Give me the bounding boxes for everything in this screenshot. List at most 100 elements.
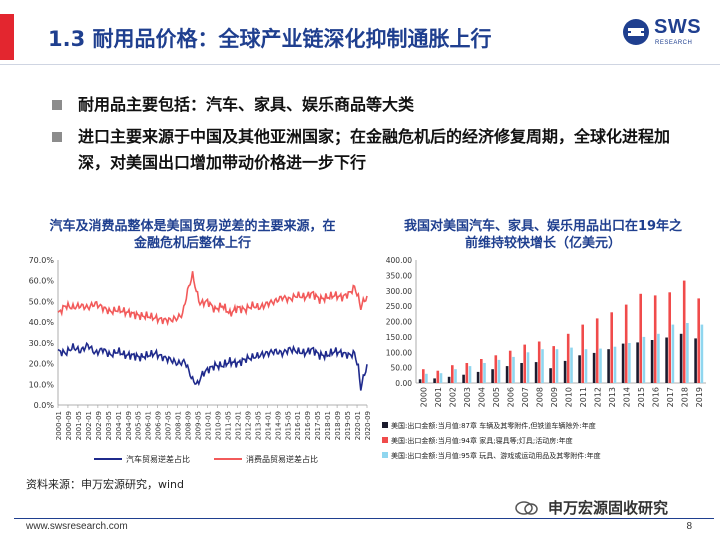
y-tick-label: 50.00 bbox=[391, 364, 413, 373]
bullet-item: 耐用品主要包括：汽车、家具、娱乐商品等大类 bbox=[52, 92, 692, 118]
bar bbox=[480, 359, 483, 383]
bar bbox=[578, 355, 581, 383]
bar bbox=[537, 341, 541, 383]
page-title: 1.3 耐用品价格：全球产业链深化抑制通胀上行 bbox=[48, 27, 492, 51]
x-tick-label: 2018-01 bbox=[324, 411, 332, 440]
bullet-text: 进口主要来源于中国及其他亚洲国家；在金融危机后的经济修复周期，全球化进程加深，对… bbox=[78, 127, 671, 172]
x-tick-label: 2014-09 bbox=[274, 411, 282, 440]
x-tick-label: 2017-05 bbox=[314, 411, 322, 440]
bar bbox=[497, 359, 501, 383]
source-note: 资料来源：申万宏源研究，wind bbox=[26, 478, 185, 491]
x-tick-label: 2005 bbox=[492, 387, 501, 407]
x-tick-label: 2010 bbox=[564, 387, 573, 407]
bar bbox=[595, 318, 599, 383]
y-tick-label: 150.00 bbox=[386, 333, 412, 342]
x-tick-label: 2002-09 bbox=[95, 411, 103, 440]
x-tick-label: 2008-01 bbox=[175, 411, 183, 440]
x-tick-label: 2019-05 bbox=[344, 411, 352, 440]
x-tick-label: 2000 bbox=[419, 387, 428, 407]
bar bbox=[697, 298, 700, 383]
bar bbox=[592, 352, 596, 383]
x-tick-label: 2007 bbox=[521, 387, 530, 407]
x-tick-label: 2011-05 bbox=[224, 411, 232, 440]
bar bbox=[447, 376, 451, 383]
bar bbox=[682, 280, 686, 383]
bar bbox=[483, 363, 486, 383]
x-tick-label: 2017 bbox=[666, 387, 675, 407]
y-tick-label: 50.0% bbox=[29, 297, 55, 306]
bar bbox=[555, 349, 559, 383]
bar bbox=[422, 369, 425, 383]
bar bbox=[599, 348, 602, 383]
y-tick-label: 250.00 bbox=[386, 302, 412, 311]
y-tick-label: 350.00 bbox=[386, 271, 412, 280]
x-tick-label: 2020-09 bbox=[364, 411, 372, 440]
x-tick-label: 2007-05 bbox=[165, 411, 173, 440]
x-tick-label: 2013 bbox=[608, 387, 617, 407]
bar bbox=[462, 374, 465, 383]
x-tick-label: 2005-05 bbox=[135, 411, 143, 440]
x-tick-label: 2008-09 bbox=[185, 411, 193, 440]
x-tick-label: 2006-09 bbox=[155, 411, 163, 440]
bar bbox=[526, 352, 530, 384]
bar bbox=[454, 369, 457, 383]
y-tick-label: 30.0% bbox=[29, 339, 55, 348]
legend-label: 美国:出口金额:当月值:95章 玩具、游戏或运动用品及其零附件:年度 bbox=[391, 451, 601, 460]
y-tick-label: 10.0% bbox=[29, 380, 55, 389]
bar bbox=[650, 340, 654, 383]
legend-swatch bbox=[382, 452, 388, 458]
x-tick-label: 2016-01 bbox=[294, 411, 302, 440]
bar bbox=[425, 373, 428, 383]
bar bbox=[657, 333, 660, 383]
x-tick-label: 2004 bbox=[477, 387, 486, 407]
x-tick-label: 2002 bbox=[448, 387, 457, 407]
series-line bbox=[57, 341, 368, 391]
x-tick-label: 2020-01 bbox=[354, 411, 362, 440]
y-tick-label: 0.00 bbox=[395, 379, 412, 388]
bar bbox=[642, 336, 646, 383]
bullet-square-icon bbox=[52, 100, 62, 110]
x-tick-label: 2001 bbox=[434, 387, 443, 407]
x-tick-label: 2012-09 bbox=[244, 411, 252, 440]
bar bbox=[607, 349, 610, 383]
bar bbox=[465, 363, 469, 383]
logo-subtitle: RESEARCH bbox=[655, 40, 693, 46]
x-tick-label: 2010-01 bbox=[205, 411, 213, 440]
page-number: 8 bbox=[686, 521, 692, 532]
bar bbox=[523, 344, 526, 383]
x-tick-label: 2014 bbox=[622, 387, 631, 407]
logo-name: SWS bbox=[654, 16, 702, 38]
title-divider bbox=[0, 64, 720, 65]
y-tick-label: 300.00 bbox=[386, 287, 412, 296]
x-tick-label: 2003 bbox=[463, 387, 472, 407]
bar bbox=[491, 369, 494, 383]
legend-label: 美国:出口金额:当月值:94章 家具;寝具等;灯具;活动房:年度 bbox=[391, 436, 573, 445]
x-tick-label: 2012 bbox=[593, 387, 602, 407]
x-tick-label: 2004-01 bbox=[115, 411, 123, 440]
x-tick-label: 2004-09 bbox=[125, 411, 133, 440]
bar bbox=[418, 379, 422, 383]
x-tick-label: 2019 bbox=[695, 387, 704, 407]
bar bbox=[639, 293, 642, 383]
x-tick-label: 2002-01 bbox=[85, 411, 93, 440]
left-chart-title-line: 金融危机后整体上行 bbox=[133, 236, 251, 251]
footer-url[interactable]: www.swsresearch.com bbox=[26, 521, 128, 532]
x-tick-label: 2010-09 bbox=[214, 411, 222, 440]
bar bbox=[671, 324, 675, 383]
bar bbox=[621, 343, 625, 383]
wechat-icon bbox=[515, 501, 538, 515]
bar bbox=[624, 304, 628, 383]
bullet-item: 进口主要来源于中国及其他亚洲国家；在金融危机后的经济修复周期，全球化进程加深，对… bbox=[52, 124, 692, 176]
y-tick-label: 400.00 bbox=[386, 256, 412, 265]
x-tick-label: 2015 bbox=[637, 387, 646, 407]
left-chart-title-line: 汽车及消费品整体是美国贸易逆差的主要来源，在 bbox=[49, 219, 336, 234]
bar bbox=[436, 370, 440, 383]
bar bbox=[508, 350, 512, 383]
legend-label: 消费品贸易逆差占比 bbox=[246, 454, 318, 464]
x-tick-label: 2009-05 bbox=[195, 411, 203, 440]
x-tick-label: 2000-09 bbox=[65, 411, 73, 440]
bar bbox=[636, 342, 639, 383]
bar bbox=[694, 338, 697, 383]
x-tick-label: 2009 bbox=[550, 387, 559, 407]
right-chart-title-line: 前维持较快增长（亿美元） bbox=[464, 236, 621, 251]
